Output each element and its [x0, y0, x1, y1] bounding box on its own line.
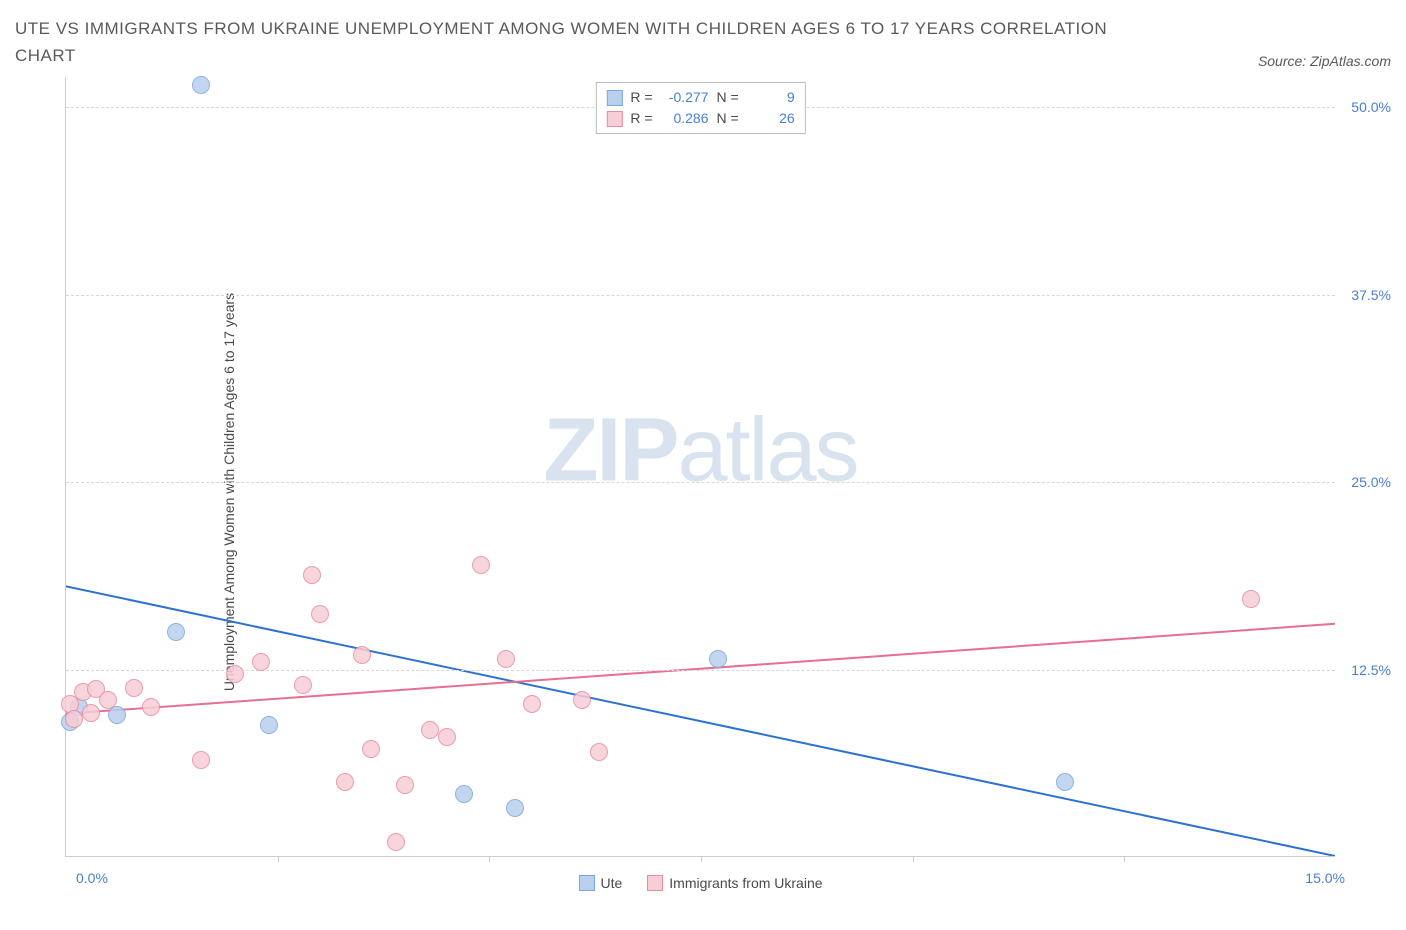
trend-line-blue: [66, 587, 1335, 857]
legend-r-value-ute: -0.277: [661, 87, 709, 108]
legend-r-label: R =: [630, 87, 652, 108]
legend-stats: R = -0.277 N = 9 R = 0.286 N = 26: [595, 82, 805, 134]
data-point-pink: [472, 556, 490, 574]
data-point-pink: [303, 566, 321, 584]
x-origin-label: 0.0%: [76, 870, 108, 886]
x-tick: [1124, 856, 1125, 862]
y-tick-label: 37.5%: [1351, 287, 1391, 303]
data-point-blue: [455, 785, 473, 803]
watermark-atlas: atlas: [677, 401, 857, 501]
watermark: ZIPatlas: [543, 400, 857, 503]
data-point-pink: [396, 776, 414, 794]
y-tick-label: 12.5%: [1351, 662, 1391, 678]
data-point-pink: [438, 728, 456, 746]
header: UTE VS IMMIGRANTS FROM UKRAINE UNEMPLOYM…: [15, 15, 1391, 69]
legend-n-label: N =: [717, 108, 739, 129]
data-point-pink: [294, 676, 312, 694]
data-point-pink: [65, 710, 83, 728]
legend-item-ute: Ute: [578, 875, 622, 891]
gridline: [66, 482, 1335, 483]
data-point-pink: [192, 751, 210, 769]
legend-swatch-pink: [606, 111, 622, 127]
data-point-pink: [99, 691, 117, 709]
data-point-pink: [125, 679, 143, 697]
legend-swatch-pink: [647, 875, 663, 891]
y-tick-label: 25.0%: [1351, 474, 1391, 490]
legend-n-value-ute: 9: [747, 87, 795, 108]
data-point-pink: [336, 773, 354, 791]
x-tick: [701, 856, 702, 862]
data-point-pink: [421, 721, 439, 739]
x-tick: [489, 856, 490, 862]
x-max-label: 15.0%: [1305, 870, 1345, 886]
data-point-pink: [362, 740, 380, 758]
data-point-blue: [506, 799, 524, 817]
legend-swatch-blue: [606, 90, 622, 106]
legend-n-value-ukraine: 26: [747, 108, 795, 129]
data-point-pink: [311, 605, 329, 623]
data-point-pink: [387, 833, 405, 851]
x-tick: [278, 856, 279, 862]
data-point-blue: [167, 623, 185, 641]
data-point-blue: [709, 650, 727, 668]
data-point-pink: [590, 743, 608, 761]
chart-container: Unemployment Among Women with Children A…: [15, 77, 1391, 907]
data-point-pink: [252, 653, 270, 671]
legend-r-value-ukraine: 0.286: [661, 108, 709, 129]
data-point-pink: [573, 691, 591, 709]
watermark-zip: ZIP: [543, 401, 677, 501]
legend-row-ukraine: R = 0.286 N = 26: [606, 108, 794, 129]
legend-label-ute: Ute: [600, 875, 622, 891]
data-point-pink: [142, 698, 160, 716]
data-point-pink: [1242, 590, 1260, 608]
legend-swatch-blue: [578, 875, 594, 891]
legend-n-label: N =: [717, 87, 739, 108]
gridline: [66, 295, 1335, 296]
chart-title: UTE VS IMMIGRANTS FROM UKRAINE UNEMPLOYM…: [15, 15, 1165, 69]
legend-item-ukraine: Immigrants from Ukraine: [647, 875, 822, 891]
data-point-pink: [523, 695, 541, 713]
data-point-blue: [1056, 773, 1074, 791]
data-point-blue: [260, 716, 278, 734]
legend-r-label: R =: [630, 108, 652, 129]
data-point-pink: [497, 650, 515, 668]
data-point-blue: [192, 76, 210, 94]
source-label: Source: ZipAtlas.com: [1258, 53, 1391, 69]
data-point-pink: [353, 646, 371, 664]
plot-area: ZIPatlas R = -0.277 N = 9 R = 0.286 N = …: [65, 77, 1335, 857]
y-tick-label: 50.0%: [1351, 99, 1391, 115]
data-point-pink: [226, 665, 244, 683]
data-point-pink: [82, 704, 100, 722]
legend-series: Ute Immigrants from Ukraine: [578, 875, 822, 891]
trend-lines: [66, 77, 1335, 856]
legend-row-ute: R = -0.277 N = 9: [606, 87, 794, 108]
legend-label-ukraine: Immigrants from Ukraine: [669, 875, 822, 891]
x-tick: [913, 856, 914, 862]
